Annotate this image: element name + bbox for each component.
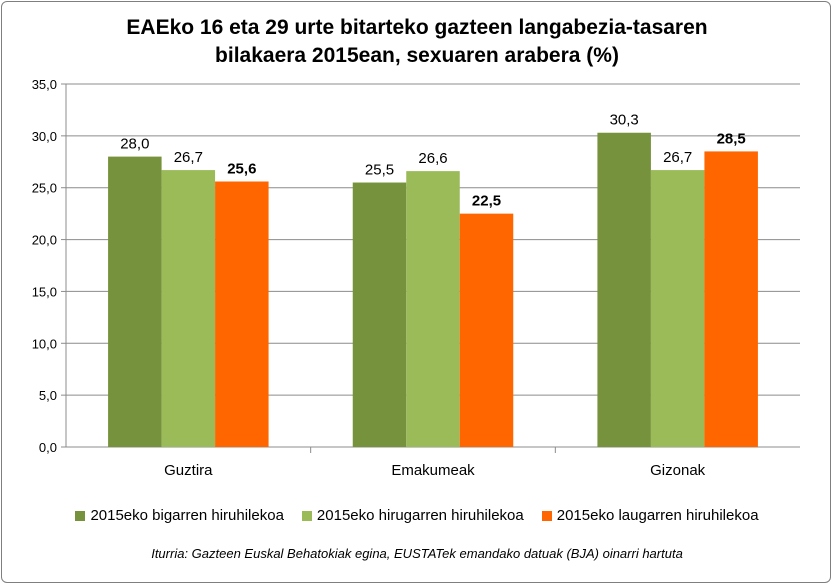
legend-item: 2015eko laugarren hiruhilekoa (541, 507, 759, 524)
y-tick-label: 5,0 (39, 388, 57, 403)
data-label: 26,6 (418, 150, 447, 167)
x-category-label: Guztira (164, 462, 213, 479)
x-category-label: Gizonak (650, 462, 706, 479)
chart-title-line-2: bilakaera 2015ean, sexuaren arabera (%) (215, 44, 619, 67)
legend-swatch (541, 510, 552, 521)
legend-item: 2015eko hirugarren hiruhilekoa (301, 507, 524, 524)
bar (459, 213, 514, 447)
bar (597, 132, 651, 447)
data-label: 25,5 (365, 162, 394, 179)
bar (161, 170, 216, 447)
legend-label: 2015eko laugarren hiruhilekoa (556, 507, 759, 524)
data-label: 26,7 (174, 149, 203, 166)
source-note: Iturria: Gazteen Euskal Behatokiak egina… (151, 546, 683, 561)
x-category-label: Emakumeak (391, 462, 475, 479)
y-tick-label: 35,0 (32, 77, 57, 92)
bar (406, 171, 460, 447)
legend-label: 2015eko hirugarren hiruhilekoa (316, 507, 524, 524)
bar (704, 151, 758, 447)
chart-plot: 0,0 5,0 10,0 15,0 20,0 25,0 30,0 35,0 28,0 26,7 25… (32, 77, 800, 479)
data-label: 26,7 (663, 149, 692, 166)
y-tick-label: 10,0 (32, 336, 57, 351)
y-tick-label: 30,0 (32, 129, 57, 144)
y-tick-label: 15,0 (32, 284, 57, 299)
chart-title: EAEko 16 eta 29 urte bitarteko gazteen l… (0, 14, 834, 70)
data-label: 30,3 (610, 112, 639, 129)
legend-swatch (75, 510, 86, 521)
y-tick-label: 0,0 (39, 440, 57, 455)
data-label: 28,5 (717, 130, 746, 147)
data-label: 28,0 (120, 136, 149, 153)
bar (215, 181, 269, 447)
data-label: 22,5 (472, 193, 501, 210)
chart-legend: 2015eko bigarren hiruhilekoa 2015eko hiru… (0, 507, 834, 524)
data-label: 25,6 (227, 160, 256, 177)
bar (352, 182, 407, 447)
y-tick-label: 20,0 (32, 233, 57, 248)
legend-label: 2015eko bigarren hiruhilekoa (90, 507, 284, 524)
legend-swatch (301, 510, 312, 521)
bar (108, 156, 162, 447)
legend-item: 2015eko bigarren hiruhilekoa (75, 507, 284, 524)
chart-title-line-1: EAEko 16 eta 29 urte bitarteko gazteen l… (126, 16, 708, 39)
bar (650, 170, 705, 447)
y-tick-label: 25,0 (32, 181, 57, 196)
